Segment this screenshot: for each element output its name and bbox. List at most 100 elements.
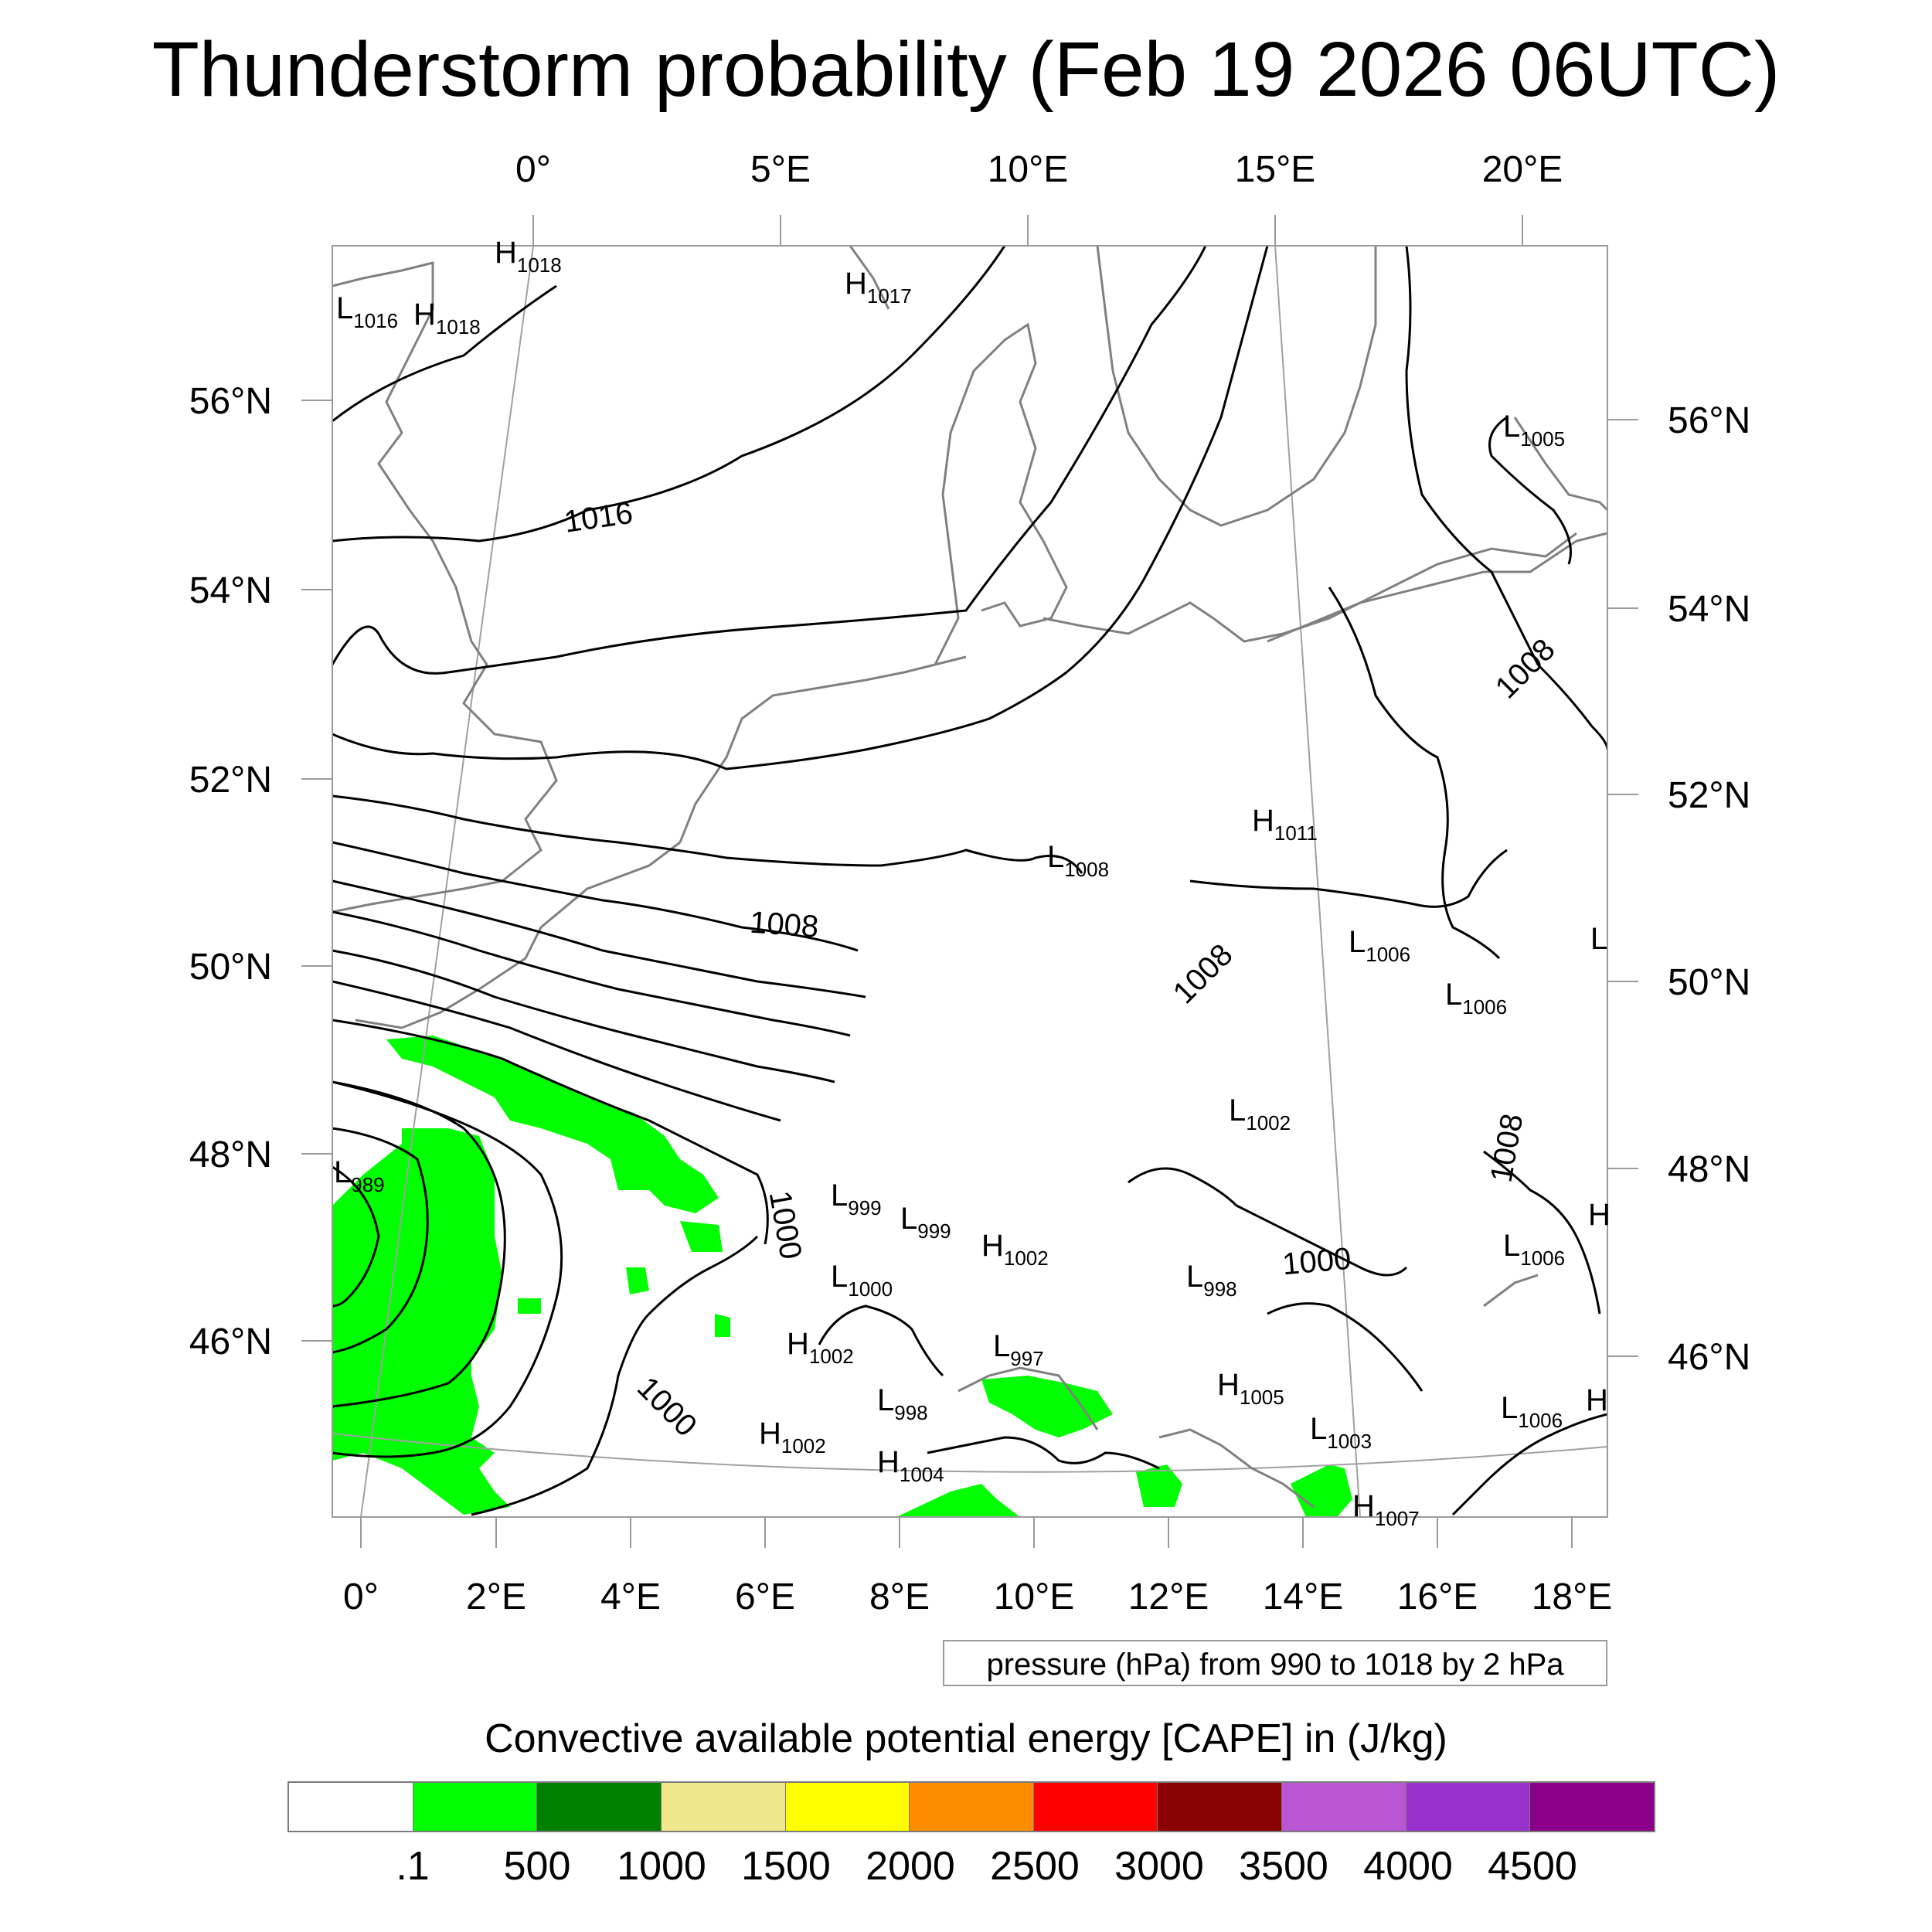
- pressure-center-label: L1016: [336, 291, 398, 332]
- right-lat-labels: 56°N 54°N 52°N 50°N 48°N 46°N: [1668, 400, 1750, 1378]
- pressure-center-label: L998: [877, 1383, 928, 1424]
- coast-balaton: [1483, 1274, 1539, 1308]
- border-east: [1267, 532, 1607, 643]
- top-lon-label: 15°E: [1235, 149, 1316, 190]
- pressure-center-label: L998: [1186, 1260, 1237, 1301]
- bottom-lon-label: 12°E: [1128, 1577, 1209, 1617]
- left-lat-label: 52°N: [189, 760, 272, 801]
- pressure-center-label: L999: [900, 1202, 951, 1243]
- pressure-center-label: L989: [334, 1155, 385, 1196]
- bottom-lon-label: 0°: [343, 1577, 379, 1617]
- contour-label: 1000: [763, 1189, 808, 1262]
- pressure-center-label: L997: [993, 1329, 1044, 1370]
- colorbar-box: [537, 1783, 662, 1831]
- colorbar-label: 4500: [1488, 1844, 1577, 1889]
- bottom-lon-label: 4°E: [600, 1577, 661, 1617]
- map-frame: [332, 245, 1608, 1518]
- pressure-center-label: L1006: [1503, 1229, 1565, 1270]
- left-lat-label: 50°N: [189, 947, 272, 988]
- cape-patch-4: [518, 1298, 541, 1314]
- left-lat-label: 48°N: [189, 1134, 272, 1175]
- isobars: [332, 246, 1607, 1516]
- contour-label: 1008: [1489, 632, 1562, 705]
- pressure-center-label: L1005: [1503, 410, 1565, 451]
- cape-patch-3: [715, 1314, 730, 1337]
- colorbar: [287, 1781, 1655, 1832]
- colorbar-box: [910, 1783, 1034, 1831]
- bottom-lon-label: 16°E: [1397, 1577, 1478, 1617]
- map-title: Thunderstorm probability (Feb 19 2026 06…: [151, 26, 1781, 113]
- pressure-note: pressure (hPa) from 990 to 1018 by 2 hPa: [943, 1640, 1607, 1686]
- partial-center-letter: H: [1586, 1383, 1608, 1417]
- bottom-lon-labels: 0° 2°E 4°E 6°E 8°E 10°E 12°E 14°E 16°E 1…: [343, 1577, 1612, 1617]
- graticule: [332, 246, 1607, 1517]
- top-lon-labels: 0° 5°E 10°E 15°E 20°E: [515, 149, 1563, 190]
- cape-patch-1: [626, 1267, 649, 1294]
- pressure-center-label: H1011: [1252, 804, 1318, 845]
- right-lat-label: 52°N: [1668, 775, 1750, 816]
- pressure-center-label: H1017: [845, 267, 912, 308]
- pressure-center-label: L1006: [1501, 1391, 1563, 1432]
- colorbar-label: 3000: [1114, 1844, 1204, 1889]
- contour-label: 1000: [1281, 1242, 1352, 1282]
- tick-marks: [301, 215, 1638, 1548]
- colorbar-box: [413, 1783, 538, 1831]
- colorbar-label: 1500: [741, 1844, 831, 1889]
- cape-patch-adriatic: [1136, 1464, 1182, 1507]
- colorbar-box: [1158, 1783, 1283, 1831]
- cape-area-france: [386, 1036, 719, 1213]
- colorbar-labels: .1 500 1000 1500 2000 2500 3000 3500 400…: [0, 1839, 1932, 1901]
- colorbar-label: 3500: [1239, 1844, 1328, 1889]
- bottom-lon-label: 8°E: [869, 1577, 930, 1617]
- bottom-lon-label: 14°E: [1263, 1577, 1344, 1617]
- contour-label: 1008: [749, 906, 820, 944]
- pressure-center-label: L1000: [831, 1260, 893, 1301]
- contour-label: 1000: [631, 1370, 703, 1443]
- top-lon-label: 10°E: [988, 149, 1069, 190]
- coastlines: [332, 246, 1607, 1509]
- colorbar-box: [785, 1783, 910, 1831]
- coast-sweden: [1096, 246, 1377, 527]
- colorbar-box: [661, 1783, 786, 1831]
- pressure-center-label: H1007: [1352, 1489, 1420, 1530]
- contour-label: 1008: [1167, 937, 1240, 1010]
- left-lat-label: 46°N: [189, 1321, 272, 1362]
- coast-baltic-south: [1043, 532, 1577, 643]
- cape-patch-italy: [896, 1484, 1020, 1517]
- cape-shading: [332, 1036, 1352, 1517]
- pressure-center-label: L1006: [1445, 978, 1507, 1019]
- cape-patch-balkan: [1291, 1464, 1352, 1517]
- pressure-center-labels: H1018 L1016 H1018 H1017 L1005 L1008 H101…: [334, 236, 1611, 1530]
- coast-baltic-east: [1513, 417, 1607, 512]
- colorbar-label: .1: [396, 1844, 430, 1889]
- colorbar-box: [1282, 1783, 1406, 1831]
- pressure-center-label: H1002: [787, 1327, 854, 1368]
- top-lon-label: 20°E: [1482, 149, 1563, 190]
- coast-italy-north: [957, 1366, 1099, 1430]
- pressure-center-label: H1005: [1217, 1368, 1284, 1409]
- colorbar-label: 2000: [866, 1844, 955, 1889]
- bottom-lon-label: 6°E: [735, 1577, 795, 1617]
- cape-patch-alps: [981, 1376, 1113, 1437]
- colorbar-label: 1000: [617, 1844, 706, 1889]
- left-lat-labels: 56°N 54°N 52°N 50°N 48°N 46°N: [189, 381, 272, 1362]
- top-lon-label: 0°: [515, 149, 551, 190]
- top-lon-label: 5°E: [750, 149, 811, 190]
- cape-patch-2: [680, 1221, 723, 1252]
- pressure-center-label: H1004: [877, 1445, 944, 1486]
- right-lat-label: 56°N: [1668, 400, 1750, 441]
- contour-labels: 1016 1008 1008 1008 1008 1000 1000 1000: [562, 496, 1561, 1444]
- pressure-center-label: H1002: [759, 1417, 826, 1458]
- colorbar-label: 2500: [990, 1844, 1080, 1889]
- partial-center-letter: H: [1588, 1198, 1611, 1232]
- pressure-center-label: H1002: [981, 1229, 1049, 1270]
- pressure-center-label: H1018: [413, 298, 481, 338]
- colorbar-box: [1033, 1783, 1158, 1831]
- colorbar-label: 500: [503, 1844, 571, 1889]
- colorbar-box: [289, 1783, 413, 1831]
- left-lat-label: 56°N: [189, 381, 272, 422]
- pressure-center-label: L1008: [1047, 840, 1109, 881]
- coast-norway: [849, 246, 890, 310]
- bottom-lon-label: 2°E: [466, 1577, 526, 1617]
